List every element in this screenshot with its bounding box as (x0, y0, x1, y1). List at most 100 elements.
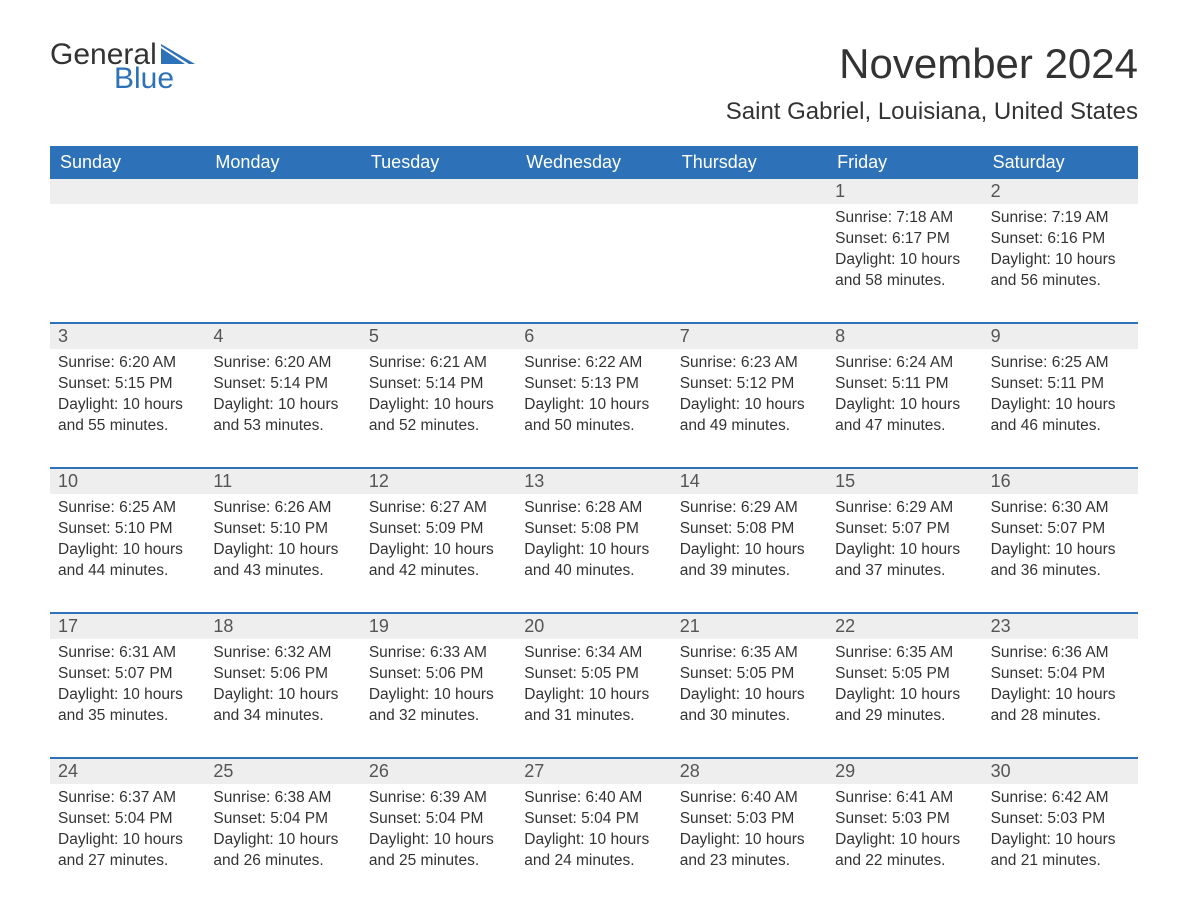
sunrise-text: Sunrise: 6:39 AM (369, 788, 508, 809)
daylight-text: Daylight: 10 hours and 39 minutes. (680, 540, 819, 582)
sunrise-text: Sunrise: 7:19 AM (991, 208, 1130, 229)
daylight-text: Daylight: 10 hours and 27 minutes. (58, 830, 197, 872)
day-cell: 1Sunrise: 7:18 AMSunset: 6:17 PMDaylight… (827, 179, 982, 304)
sunrise-text: Sunrise: 6:24 AM (835, 353, 974, 374)
sunrise-text: Sunrise: 6:33 AM (369, 643, 508, 664)
day-body: Sunrise: 6:29 AMSunset: 5:07 PMDaylight:… (827, 494, 982, 594)
day-cell: 7Sunrise: 6:23 AMSunset: 5:12 PMDaylight… (672, 324, 827, 449)
sunrise-text: Sunrise: 6:21 AM (369, 353, 508, 374)
sunrise-text: Sunrise: 6:40 AM (680, 788, 819, 809)
day-body: Sunrise: 6:42 AMSunset: 5:03 PMDaylight:… (983, 784, 1138, 884)
day-header-saturday: Saturday (983, 146, 1138, 179)
day-body: Sunrise: 6:30 AMSunset: 5:07 PMDaylight:… (983, 494, 1138, 594)
sunrise-text: Sunrise: 6:40 AM (524, 788, 663, 809)
sunset-text: Sunset: 5:05 PM (524, 664, 663, 685)
week-row: 24Sunrise: 6:37 AMSunset: 5:04 PMDayligh… (50, 757, 1138, 884)
day-number: 17 (50, 614, 205, 639)
sunset-text: Sunset: 5:06 PM (369, 664, 508, 685)
calendar: Sunday Monday Tuesday Wednesday Thursday… (50, 146, 1138, 884)
day-number (361, 179, 516, 204)
day-cell: 22Sunrise: 6:35 AMSunset: 5:05 PMDayligh… (827, 614, 982, 739)
day-cell (361, 179, 516, 304)
sunset-text: Sunset: 5:05 PM (680, 664, 819, 685)
day-cell: 9Sunrise: 6:25 AMSunset: 5:11 PMDaylight… (983, 324, 1138, 449)
daylight-text: Daylight: 10 hours and 31 minutes. (524, 685, 663, 727)
day-body: Sunrise: 6:40 AMSunset: 5:04 PMDaylight:… (516, 784, 671, 884)
sunset-text: Sunset: 5:04 PM (58, 809, 197, 830)
title-block: November 2024 Saint Gabriel, Louisiana, … (726, 40, 1138, 138)
day-body: Sunrise: 6:40 AMSunset: 5:03 PMDaylight:… (672, 784, 827, 884)
daylight-text: Daylight: 10 hours and 56 minutes. (991, 250, 1130, 292)
day-body: Sunrise: 6:21 AMSunset: 5:14 PMDaylight:… (361, 349, 516, 449)
day-body: Sunrise: 7:19 AMSunset: 6:16 PMDaylight:… (983, 204, 1138, 304)
sunset-text: Sunset: 5:07 PM (835, 519, 974, 540)
logo: General Blue (50, 40, 195, 94)
sunset-text: Sunset: 5:10 PM (58, 519, 197, 540)
day-number: 29 (827, 759, 982, 784)
day-cell: 16Sunrise: 6:30 AMSunset: 5:07 PMDayligh… (983, 469, 1138, 594)
week-row: 3Sunrise: 6:20 AMSunset: 5:15 PMDaylight… (50, 322, 1138, 449)
daylight-text: Daylight: 10 hours and 26 minutes. (213, 830, 352, 872)
sunset-text: Sunset: 5:14 PM (213, 374, 352, 395)
day-header-tuesday: Tuesday (361, 146, 516, 179)
day-body (205, 204, 360, 304)
day-cell: 19 Sunrise: 6:33 AMSunset: 5:06 PMDayligh… (361, 614, 516, 739)
day-body: Sunrise: 6:29 AMSunset: 5:08 PMDaylight:… (672, 494, 827, 594)
sunrise-text: Sunrise: 6:25 AM (58, 498, 197, 519)
sunrise-text: Sunrise: 6:36 AM (991, 643, 1130, 664)
day-body: Sunrise: 6:32 AMSunset: 5:06 PMDaylight:… (205, 639, 360, 739)
daylight-text: Daylight: 10 hours and 22 minutes. (835, 830, 974, 872)
sunset-text: Sunset: 5:09 PM (369, 519, 508, 540)
day-body (516, 204, 671, 304)
day-number: 7 (672, 324, 827, 349)
day-header-wednesday: Wednesday (516, 146, 671, 179)
sunrise-text: Sunrise: 6:23 AM (680, 353, 819, 374)
day-number: 19 (361, 614, 516, 639)
day-cell: 20Sunrise: 6:34 AMSunset: 5:05 PMDayligh… (516, 614, 671, 739)
daylight-text: Daylight: 10 hours and 32 minutes. (369, 685, 508, 727)
day-header-friday: Friday (827, 146, 982, 179)
day-number: 13 (516, 469, 671, 494)
day-cell (205, 179, 360, 304)
week-row: 17Sunrise: 6:31 AMSunset: 5:07 PMDayligh… (50, 612, 1138, 739)
sunset-text: Sunset: 5:03 PM (835, 809, 974, 830)
sunrise-text: Sunrise: 6:26 AM (213, 498, 352, 519)
sunrise-text: Sunrise: 6:22 AM (524, 353, 663, 374)
sunset-text: Sunset: 5:12 PM (680, 374, 819, 395)
day-body: Sunrise: 6:22 AMSunset: 5:13 PMDaylight:… (516, 349, 671, 449)
daylight-text: Daylight: 10 hours and 28 minutes. (991, 685, 1130, 727)
day-number: 22 (827, 614, 982, 639)
day-cell: 26Sunrise: 6:39 AMSunset: 5:04 PMDayligh… (361, 759, 516, 884)
daylight-text: Daylight: 10 hours and 35 minutes. (58, 685, 197, 727)
day-body: Sunrise: 6:28 AMSunset: 5:08 PMDaylight:… (516, 494, 671, 594)
day-number: 18 (205, 614, 360, 639)
day-number: 16 (983, 469, 1138, 494)
daylight-text: Daylight: 10 hours and 30 minutes. (680, 685, 819, 727)
day-body: Sunrise: 6:34 AMSunset: 5:05 PMDaylight:… (516, 639, 671, 739)
day-number: 5 (361, 324, 516, 349)
daylight-text: Daylight: 10 hours and 43 minutes. (213, 540, 352, 582)
sunrise-text: Sunrise: 6:31 AM (58, 643, 197, 664)
sunset-text: Sunset: 5:11 PM (991, 374, 1130, 395)
day-cell: 23Sunrise: 6:36 AMSunset: 5:04 PMDayligh… (983, 614, 1138, 739)
day-body: Sunrise: 6:25 AMSunset: 5:10 PMDaylight:… (50, 494, 205, 594)
day-number: 9 (983, 324, 1138, 349)
sunset-text: Sunset: 5:04 PM (991, 664, 1130, 685)
daylight-text: Daylight: 10 hours and 52 minutes. (369, 395, 508, 437)
sunrise-text: Sunrise: 6:35 AM (680, 643, 819, 664)
sunrise-text: Sunrise: 6:35 AM (835, 643, 974, 664)
day-number: 12 (361, 469, 516, 494)
day-number: 20 (516, 614, 671, 639)
day-cell: 5Sunrise: 6:21 AMSunset: 5:14 PMDaylight… (361, 324, 516, 449)
weeks-container: 1Sunrise: 7:18 AMSunset: 6:17 PMDaylight… (50, 179, 1138, 884)
sunrise-text: Sunrise: 6:30 AM (991, 498, 1130, 519)
daylight-text: Daylight: 10 hours and 58 minutes. (835, 250, 974, 292)
day-body (361, 204, 516, 304)
sunset-text: Sunset: 5:07 PM (58, 664, 197, 685)
daylight-text: Daylight: 10 hours and 40 minutes. (524, 540, 663, 582)
sunrise-text: Sunrise: 6:29 AM (835, 498, 974, 519)
day-header-sunday: Sunday (50, 146, 205, 179)
day-body: Sunrise: 6:41 AMSunset: 5:03 PMDaylight:… (827, 784, 982, 884)
day-cell: 13Sunrise: 6:28 AMSunset: 5:08 PMDayligh… (516, 469, 671, 594)
week-row: 1Sunrise: 7:18 AMSunset: 6:17 PMDaylight… (50, 179, 1138, 304)
